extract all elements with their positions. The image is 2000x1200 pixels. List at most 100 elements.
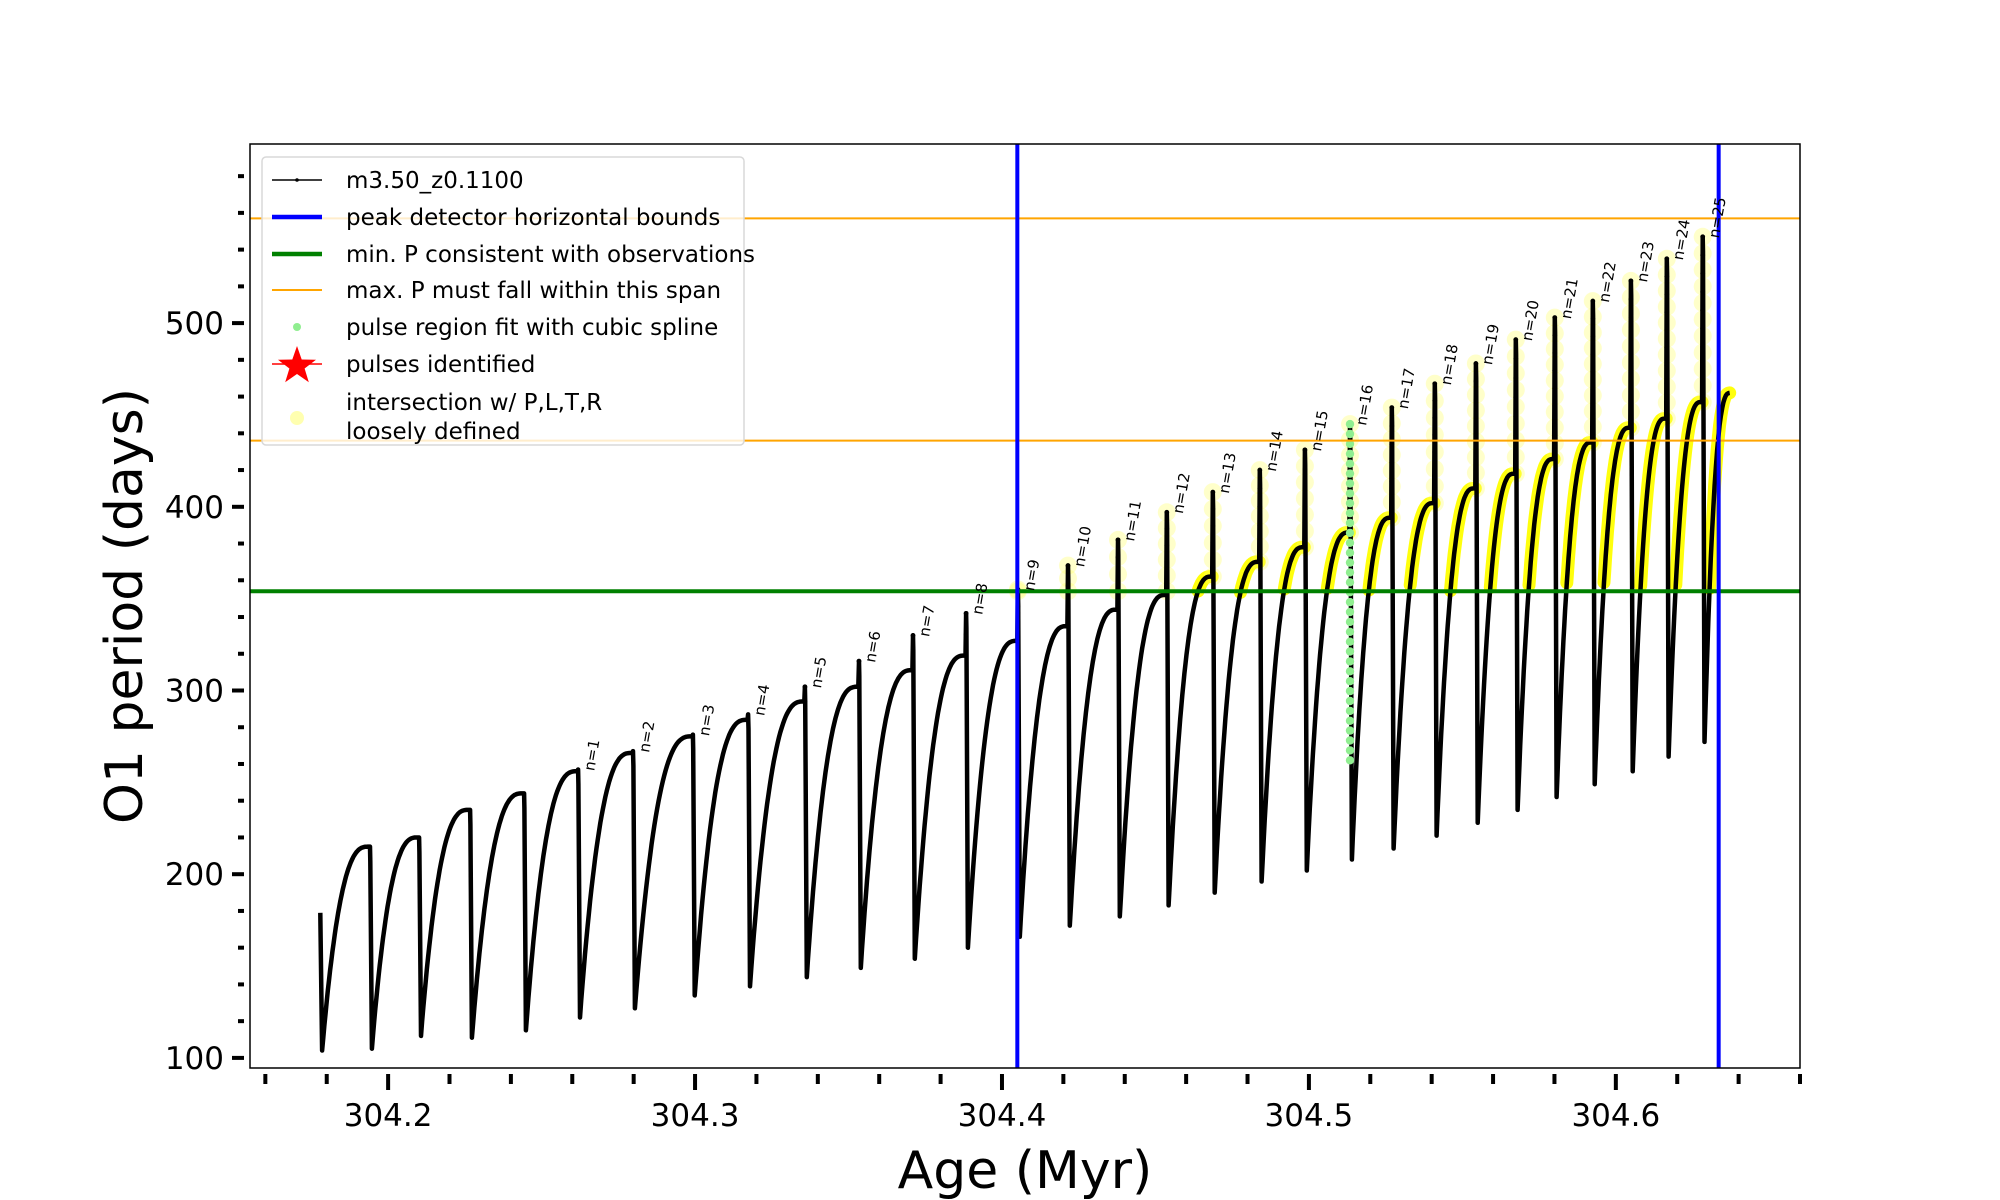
series-marker bbox=[1164, 542, 1170, 548]
axes-frame bbox=[249, 143, 1801, 1069]
series-marker bbox=[1065, 583, 1071, 589]
series-marker bbox=[1389, 478, 1395, 484]
spline-fit-point bbox=[1345, 558, 1355, 567]
pulse-label: n=18 bbox=[1437, 343, 1462, 387]
series-marker bbox=[1513, 471, 1519, 477]
x-tick-label: 304.4 bbox=[958, 1098, 1047, 1134]
pulse-label: n=21 bbox=[1557, 277, 1582, 321]
x-tick-label: 304.2 bbox=[344, 1098, 433, 1134]
series-marker bbox=[1664, 291, 1670, 297]
spline-fit-point bbox=[1345, 746, 1355, 755]
spline-fit-point bbox=[1345, 489, 1355, 498]
spline-fit-point bbox=[1345, 627, 1355, 636]
series-marker bbox=[1389, 405, 1395, 411]
series-marker bbox=[1590, 422, 1596, 428]
series-marker bbox=[1700, 399, 1706, 405]
series-marker bbox=[1664, 362, 1670, 368]
spline-fit-point bbox=[1345, 637, 1355, 646]
series-marker bbox=[1552, 456, 1558, 462]
series-marker bbox=[1513, 375, 1519, 381]
pulse-label: n=8 bbox=[968, 582, 991, 616]
series-line-m3.50_z0.1100 bbox=[318, 234, 1731, 1053]
pulse-label: n=25 bbox=[1705, 196, 1730, 240]
series-marker bbox=[1389, 423, 1395, 429]
spline-fit-point bbox=[1345, 469, 1355, 478]
series-marker bbox=[1628, 425, 1634, 431]
series-marker bbox=[1389, 441, 1395, 447]
spline-fit-point bbox=[1345, 419, 1355, 429]
series-marker bbox=[1257, 522, 1263, 528]
x-axis-title: Age (Myr) bbox=[898, 1141, 1153, 1200]
series-marker bbox=[1590, 351, 1596, 357]
series-marker bbox=[1257, 467, 1263, 473]
series-marker bbox=[1700, 234, 1706, 240]
series-marker bbox=[802, 699, 808, 704]
spline-fit-point bbox=[1345, 677, 1355, 686]
series-marker bbox=[1700, 326, 1706, 332]
series-marker bbox=[1210, 489, 1216, 495]
legend-label: pulses identified bbox=[346, 352, 535, 378]
spline-fit-point bbox=[1345, 617, 1355, 627]
pulse-label: n=7 bbox=[915, 604, 938, 638]
series-marker bbox=[1115, 607, 1121, 613]
series-marker bbox=[856, 684, 862, 690]
series-marker bbox=[1552, 385, 1558, 391]
pulse-label: n=6 bbox=[861, 630, 884, 664]
plot-area: n=1 n=2 n=3 n=4 n=5 n=6 n=7 n=8 n=9 n=10 n=11 n=12 n… bbox=[250, 144, 1800, 1068]
spline-fit-point bbox=[1345, 756, 1355, 765]
series-marker bbox=[1210, 574, 1216, 580]
series-marker bbox=[1473, 396, 1479, 402]
series-marker bbox=[1552, 350, 1558, 356]
series-marker bbox=[1302, 466, 1308, 472]
series-marker bbox=[1700, 252, 1706, 258]
legend-label: loosely defined bbox=[346, 419, 521, 445]
series-marker bbox=[1302, 486, 1308, 492]
legend-label: peak detector horizontal bounds bbox=[346, 205, 720, 231]
series-marker bbox=[1164, 576, 1170, 581]
series-marker bbox=[1664, 345, 1670, 350]
y-tick-label: 500 bbox=[165, 306, 224, 342]
spline-fit-point bbox=[1345, 696, 1355, 706]
series-marker bbox=[1302, 505, 1308, 511]
spline-fit-point bbox=[1345, 499, 1355, 508]
series-marker bbox=[1628, 278, 1634, 284]
series-marker bbox=[1432, 483, 1438, 489]
legend-marker-icon bbox=[295, 178, 299, 182]
series-marker bbox=[1432, 500, 1438, 506]
legend-dot-icon bbox=[293, 323, 301, 331]
series-marker bbox=[1664, 380, 1670, 386]
legend-box bbox=[261, 156, 745, 446]
legend-label: intersection w/ P,L,T,R bbox=[346, 390, 602, 416]
spline-fit-point bbox=[1345, 667, 1355, 676]
series-marker bbox=[1552, 403, 1558, 409]
x-tick-label: 304.5 bbox=[1265, 1098, 1354, 1134]
spline-fit-point bbox=[1345, 706, 1355, 716]
series-marker bbox=[1552, 421, 1558, 427]
series-marker bbox=[1257, 559, 1263, 565]
series-marker bbox=[1513, 452, 1519, 457]
series-marker bbox=[1210, 540, 1216, 546]
series-marker bbox=[1389, 515, 1395, 521]
series-marker bbox=[1115, 572, 1121, 578]
series-marker bbox=[1432, 449, 1438, 455]
y-tick-label: 100 bbox=[165, 1041, 224, 1077]
series-marker bbox=[1302, 447, 1308, 453]
series-marker bbox=[1700, 271, 1706, 276]
series-marker bbox=[1700, 381, 1706, 387]
series-marker bbox=[1065, 603, 1071, 609]
spline-fit-point bbox=[1345, 429, 1355, 439]
spline-fit-point bbox=[1345, 528, 1355, 538]
series-marker bbox=[1210, 557, 1216, 563]
series-marker bbox=[1590, 387, 1596, 392]
legend-label: m3.50_z0.1100 bbox=[346, 168, 524, 194]
series-marker bbox=[1628, 296, 1634, 302]
legend-circle-icon bbox=[290, 411, 304, 425]
spline-fit-point bbox=[1345, 578, 1355, 587]
series-marker bbox=[910, 632, 916, 638]
series-marker bbox=[856, 658, 862, 664]
series-marker bbox=[1664, 309, 1670, 315]
series-marker bbox=[802, 684, 808, 690]
spline-fit-point bbox=[1345, 597, 1355, 607]
legend-label: max. P must fall within this span bbox=[346, 278, 721, 304]
